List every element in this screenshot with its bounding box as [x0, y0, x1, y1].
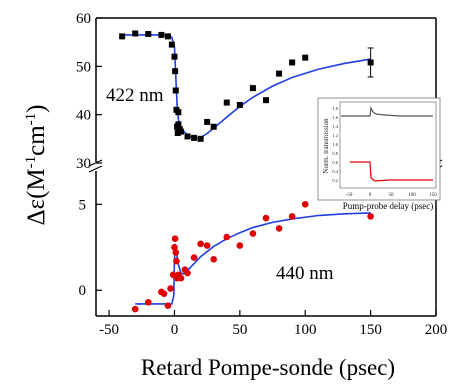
x-tick-label: 100	[294, 322, 317, 338]
data-point-422nm	[223, 99, 230, 106]
data-point-440nm	[184, 269, 191, 277]
axis-break-left	[88, 159, 104, 173]
data-point-422nm	[174, 130, 181, 137]
data-point-422nm	[175, 121, 182, 128]
x-tick-label: 150	[359, 322, 382, 338]
data-point-440nm	[262, 214, 270, 222]
data-point-422nm	[289, 59, 296, 66]
data-point-422nm	[172, 87, 179, 94]
y-axis-title: Δε(M-1cm-1)	[23, 104, 50, 225]
inset-x-tick-label: -50	[346, 193, 353, 198]
data-point-440nm	[249, 230, 257, 237]
data-point-422nm	[197, 135, 204, 142]
data-point-422nm	[236, 102, 243, 108]
data-point-440nm	[236, 242, 244, 249]
data-point-440nm	[190, 254, 198, 261]
data-point-422nm	[263, 97, 269, 104]
inset-y-tick-label: 1.0	[332, 142, 338, 147]
inset-y-tick-label: 1.6	[332, 115, 338, 120]
y-ticks-upper: 30 40 50 60	[76, 11, 102, 172]
data-point-422nm	[172, 68, 179, 75]
inset-x-tick-label: 100	[408, 193, 416, 198]
y-axis-title-sup1: -1	[23, 156, 39, 169]
data-point-440nm	[275, 225, 283, 232]
inset-series-red	[350, 161, 433, 182]
inset-y-tick-label: 1.4	[332, 124, 338, 129]
data-point-422nm	[132, 30, 139, 37]
data-point-422nm	[210, 123, 217, 130]
data-point-440nm	[164, 302, 172, 309]
inset-y-tick-label: 1.2	[332, 133, 338, 138]
inset-y-tick-label: 0.2	[332, 178, 338, 183]
y-axis-title-sup2: -1	[23, 113, 39, 126]
x-tick-label: 50	[232, 322, 247, 338]
data-point-440nm	[173, 257, 180, 265]
data-point-440nm	[301, 201, 309, 208]
data-point-422nm	[175, 109, 182, 116]
data-point-422nm	[171, 53, 178, 60]
data-point-440nm	[288, 213, 296, 220]
y-tick-label: 50	[76, 59, 91, 75]
data-point-422nm	[178, 128, 184, 135]
x-tick-label: -50	[99, 322, 119, 338]
y-tick-label: 5	[79, 197, 87, 213]
data-point-422nm	[145, 30, 152, 37]
upper-points-layer	[119, 30, 374, 142]
data-point-440nm	[197, 240, 204, 248]
data-point-422nm	[184, 133, 191, 140]
data-point-440nm	[171, 235, 179, 243]
x-axis-title: Retard Pompe-sonde (psec)	[141, 355, 395, 380]
annotation-422nm: 422 nm	[106, 85, 164, 106]
y-tick-label: 40	[76, 108, 91, 124]
data-point-440nm	[367, 213, 374, 220]
inset-x-tick-label: 0	[369, 193, 372, 198]
y-axis-title-mid: cm	[23, 125, 50, 156]
y-ticks-lower: 05	[79, 197, 102, 299]
data-point-422nm	[276, 70, 283, 77]
inset-series-gray	[341, 105, 433, 117]
x-tick-label: 200	[425, 322, 448, 338]
inset-x-label: Pump-probe delay (psec)	[343, 201, 433, 211]
data-point-422nm	[191, 134, 198, 141]
inset-x-ticks: -50 0 50 100 150	[346, 193, 438, 198]
data-point-422nm	[119, 33, 126, 40]
data-point-440nm	[171, 243, 178, 251]
data-point-440nm	[160, 290, 168, 297]
x-ticks: -50 0 50 100 150 200	[99, 310, 447, 338]
data-point-440nm	[223, 233, 231, 241]
y-tick-label: 0	[79, 283, 87, 299]
data-point-422nm	[204, 118, 211, 125]
data-point-440nm	[177, 274, 185, 282]
inset-y-tick-label: 1.8	[332, 106, 338, 111]
data-point-440nm	[167, 285, 174, 292]
y-tick-label: 30	[76, 156, 91, 172]
data-point-422nm	[164, 33, 171, 40]
data-point-440nm	[210, 256, 217, 263]
lower-points-layer	[131, 201, 374, 313]
data-point-440nm	[203, 242, 211, 249]
inset-x-tick-label: 150	[429, 193, 437, 198]
data-point-440nm	[131, 305, 139, 313]
inset-y-tick-label: 0.8	[332, 151, 338, 156]
data-point-422nm	[302, 54, 309, 61]
inset-y-label: Norm. transmission	[322, 118, 330, 174]
data-point-422nm	[249, 85, 256, 92]
inset-x-tick-label: 50	[389, 193, 395, 198]
y-axis-title-prefix: Δε(M	[23, 168, 50, 225]
data-point-440nm	[172, 249, 180, 256]
inset-y-tick-label: 0.4	[332, 169, 338, 174]
inset-chart: Norm. transmission 1.8 1.6 1.4 1.2 1.0 0.8 0.6…	[317, 97, 441, 211]
y-axis-title-suffix: )	[23, 104, 50, 112]
annotation-440nm: 440 nm	[276, 263, 334, 284]
inset-y-tick-label: 0.6	[332, 160, 338, 165]
data-point-440nm	[145, 298, 152, 306]
y-tick-label: 60	[76, 11, 91, 27]
data-point-422nm	[158, 31, 165, 38]
inset-y-ticks: 1.8 1.6 1.4 1.2 1.0 0.8 0.6 0.4 0.2	[332, 106, 338, 183]
x-tick-label: 0	[171, 322, 179, 338]
data-point-422nm	[168, 41, 175, 48]
